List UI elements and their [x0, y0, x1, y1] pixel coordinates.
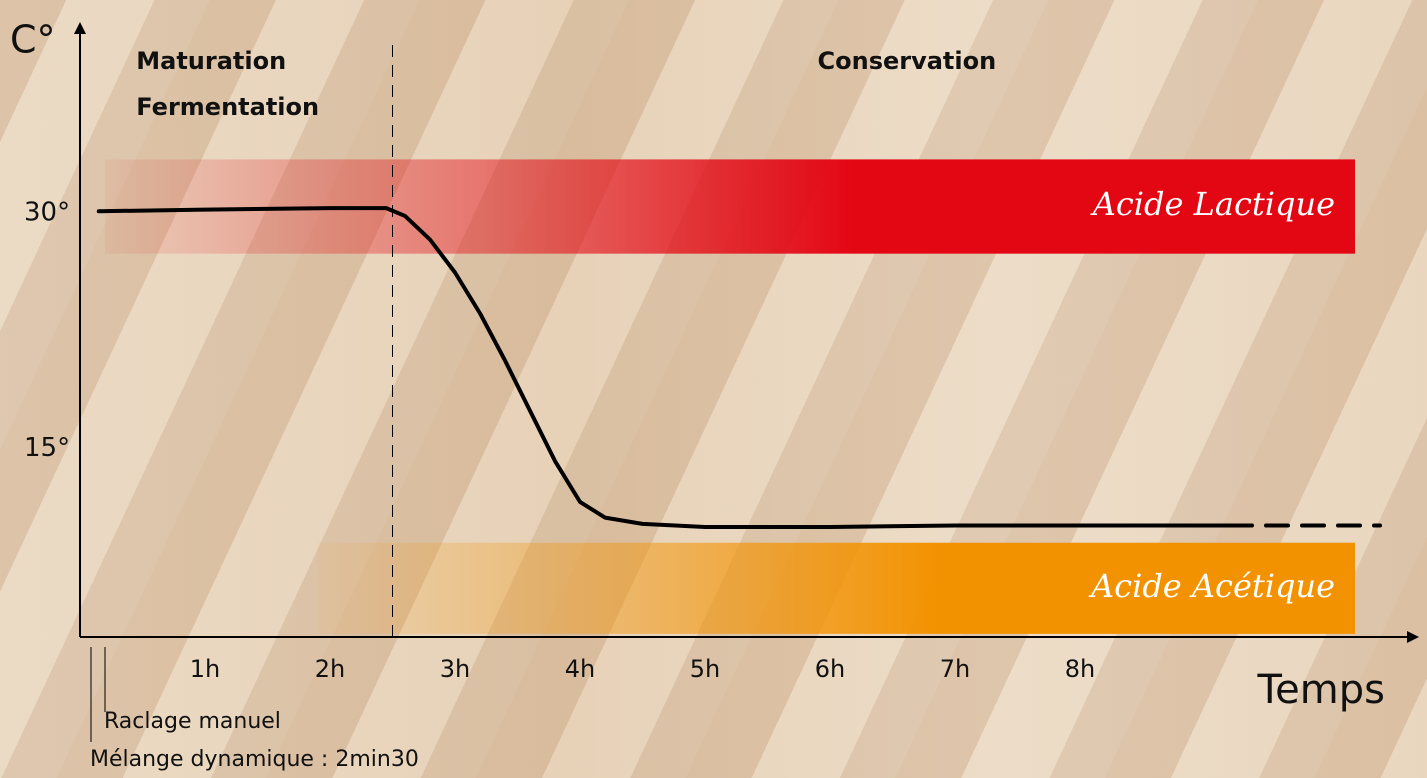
band-label: Acide Lactique: [1090, 185, 1335, 223]
x-tick-label: 5h: [690, 655, 720, 683]
x-tick-label: 7h: [940, 655, 970, 683]
x-tick-label: 2h: [315, 655, 345, 683]
x-tick-label: 4h: [565, 655, 595, 683]
y-tick-label: 30°: [24, 197, 70, 227]
x-tick-label: 1h: [190, 655, 220, 683]
x-tick-label: 8h: [1065, 655, 1095, 683]
note: Raclage manuel: [104, 709, 281, 734]
note: Mélange dynamique : 2min30: [90, 747, 419, 772]
y-tick-label: 15°: [24, 433, 70, 463]
phase-label: Fermentation: [136, 93, 319, 121]
temperature-line: [99, 208, 1230, 527]
page: Acide Lactique Acide Acétique Maturation F…: [0, 0, 1427, 778]
x-tick-label: 3h: [440, 655, 470, 683]
x-axis-label: Temps: [1257, 667, 1385, 713]
y-axis-label: C°: [10, 18, 56, 62]
phase-label: Conservation: [818, 47, 997, 75]
band-label: Acide Acétique: [1088, 567, 1335, 605]
x-tick-label: 6h: [815, 655, 845, 683]
chart: Acide Lactique Acide Acétique Maturation F…: [0, 0, 1427, 778]
phase-label: Maturation: [136, 47, 286, 75]
